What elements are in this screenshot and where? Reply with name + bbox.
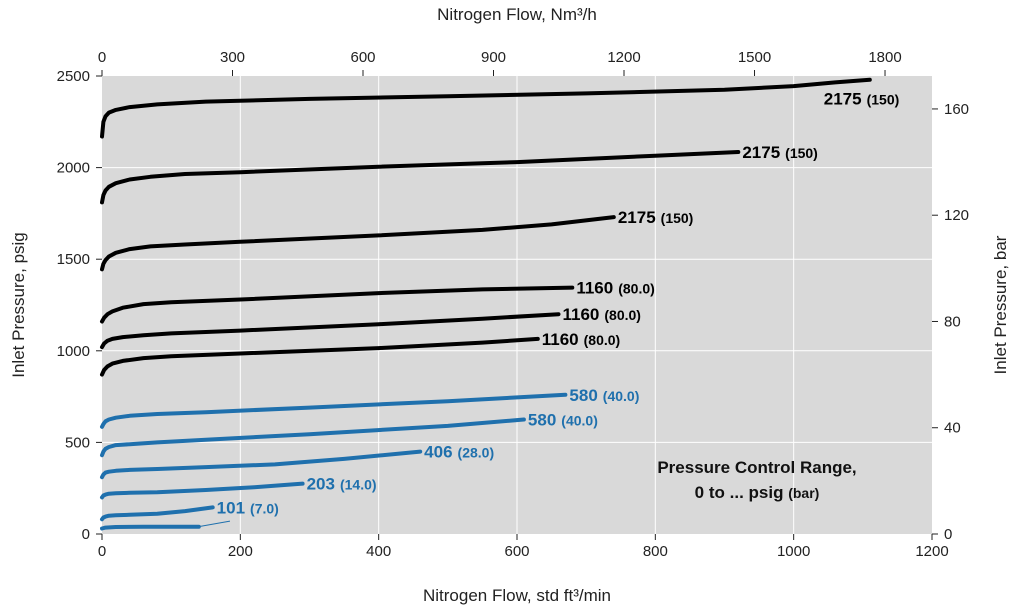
series-line-4 xyxy=(100,312,561,350)
y-axis-title-left: Inlet Pressure, psig xyxy=(9,232,28,378)
series-line-6 xyxy=(100,392,568,429)
y-tick-label: 1500 xyxy=(57,251,90,268)
series-line-11 xyxy=(100,524,201,531)
curve-label-main: 580 xyxy=(528,411,556,430)
curve-label-main: 101 xyxy=(217,498,245,517)
y2-tick-label: 0 xyxy=(944,526,952,543)
x-tick-label: 200 xyxy=(228,543,253,560)
y2-tick-label: 40 xyxy=(944,420,961,437)
x-axis-title-bottom: Nitrogen Flow, std ft³/min xyxy=(423,586,611,605)
curve-label-sub: (80.0) xyxy=(604,307,641,323)
x2-tick-label: 1500 xyxy=(738,49,771,66)
curve-label-6: 580 (40.0) xyxy=(569,386,639,405)
y2-tick-label: 80 xyxy=(944,313,961,330)
curve-label-sub: (80.0) xyxy=(584,332,621,348)
y-tick-label: 2000 xyxy=(57,160,90,177)
curve-label-2: 2175 (150) xyxy=(618,208,694,227)
series-line-5 xyxy=(100,336,540,377)
curve-label-main: 406 xyxy=(424,443,452,462)
curve-label-sub: (14.0) xyxy=(340,477,377,493)
y-tick-label: 500 xyxy=(65,434,90,451)
series-line-8 xyxy=(100,449,423,480)
curve-label-sub: (40.0) xyxy=(561,413,598,429)
curve-label-sub: (150) xyxy=(785,145,818,161)
x-tick-label: 1200 xyxy=(915,543,948,560)
series-line-9 xyxy=(100,481,305,500)
annotation-line-1: Pressure Control Range, xyxy=(657,458,856,477)
x-tick-label: 1000 xyxy=(777,543,810,560)
x2-tick-label: 900 xyxy=(481,49,506,66)
curve-label-0: 2175 (150) xyxy=(824,90,900,109)
curve-label-sub: (7.0) xyxy=(250,500,279,516)
curve-label-8: 406 (28.0) xyxy=(424,443,494,462)
curve-label-3: 1160 (80.0) xyxy=(576,279,654,298)
curve-label-main: 1160 xyxy=(576,279,613,298)
x2-tick-label: 0 xyxy=(98,49,106,66)
series-line-10 xyxy=(100,505,215,522)
curve-label-main: 580 xyxy=(569,386,597,405)
curve-label-4: 1160 (80.0) xyxy=(563,305,641,324)
x-tick-label: 0 xyxy=(98,543,106,560)
curve-label-main: 1160 xyxy=(563,305,600,324)
curve-label-main: 2175 xyxy=(618,208,656,227)
y-tick-label: 0 xyxy=(82,526,90,543)
x-tick-label: 600 xyxy=(504,543,529,560)
annotation-line-2-sub: (bar) xyxy=(788,485,819,501)
y-tick-label: 2500 xyxy=(57,68,90,85)
curve-label-sub: (28.0) xyxy=(458,445,495,461)
x-tick-label: 800 xyxy=(643,543,668,560)
y2-tick-label: 160 xyxy=(944,101,969,118)
annotation-line-2-main: 0 to ... psig xyxy=(695,483,784,502)
curve-label-main: 2175 xyxy=(824,90,862,109)
leader-line xyxy=(198,520,231,528)
x-tick-label: 400 xyxy=(366,543,391,560)
series-line-3 xyxy=(100,285,575,324)
curve-label-main: 203 xyxy=(307,475,335,494)
curve-label-7: 580 (40.0) xyxy=(528,411,598,430)
y-tick-label: 1000 xyxy=(57,343,90,360)
curve-label-sub: (40.0) xyxy=(603,388,640,404)
series-line-2 xyxy=(100,215,616,272)
y2-tick-label: 120 xyxy=(944,207,969,224)
curve-label-9: 203 (14.0) xyxy=(307,475,377,494)
curve-label-sub: (150) xyxy=(661,210,694,226)
x-axis-title-top: Nitrogen Flow, Nm³/h xyxy=(437,5,597,24)
x2-tick-label: 600 xyxy=(350,49,375,66)
curve-label-10: 101 (7.0) xyxy=(217,498,279,517)
curve-label-main: 1160 xyxy=(542,330,579,349)
grid-lines xyxy=(102,76,932,534)
curve-label-5: 1160 (80.0) xyxy=(542,330,620,349)
series-line-1 xyxy=(100,150,741,205)
series-line-7 xyxy=(100,417,526,458)
curve-label-main: 2175 xyxy=(742,143,780,162)
x2-tick-label: 1800 xyxy=(868,49,901,66)
x2-tick-label: 1200 xyxy=(607,49,640,66)
curve-label-sub: (150) xyxy=(867,92,900,108)
curve-labels: 2175 (150)2175 (150)2175 (150)1160 (80.0)116… xyxy=(198,90,900,528)
annotation-line-2: 0 to ... psig (bar) xyxy=(695,483,820,502)
curve-label-1: 2175 (150) xyxy=(742,143,818,162)
series-layer xyxy=(100,77,872,531)
y-axis-title-right: Inlet Pressure, bar xyxy=(991,235,1010,374)
x2-tick-label: 300 xyxy=(220,49,245,66)
pressure-range-annotation: Pressure Control Range, 0 to ... psig (b… xyxy=(657,458,856,502)
series-line-0 xyxy=(100,77,872,139)
curve-label-sub: (80.0) xyxy=(618,281,655,297)
